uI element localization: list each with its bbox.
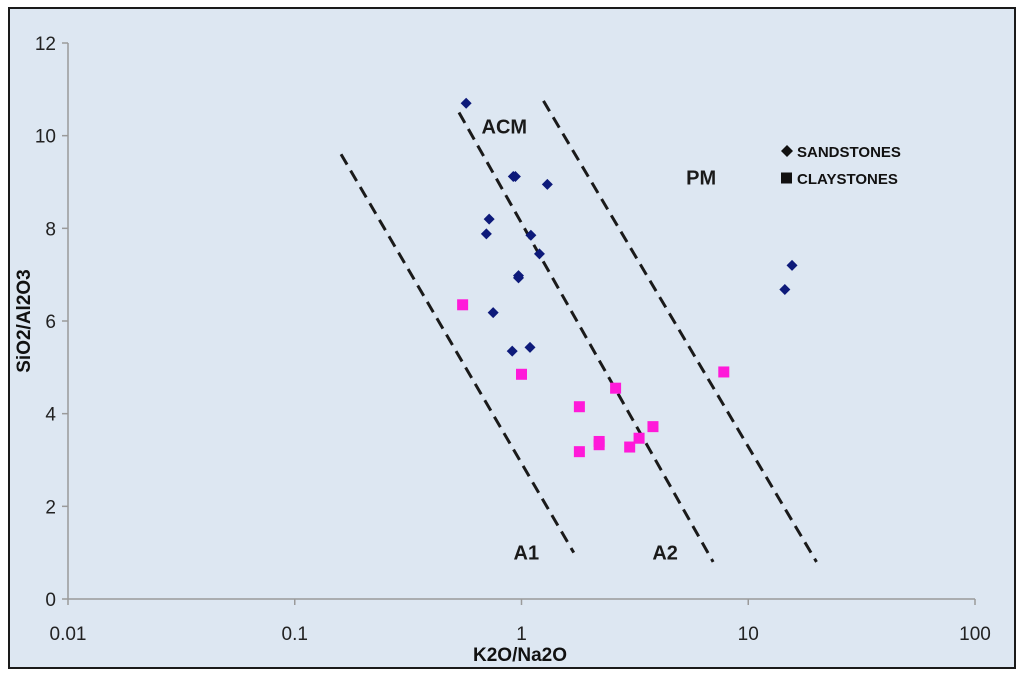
y-tick-label: 4: [45, 405, 56, 426]
sandstones-point: [513, 272, 525, 284]
series-sandstones: [460, 97, 798, 357]
sandstones-point: [533, 248, 545, 260]
sandstones-point: [779, 283, 791, 295]
x-tick-label: 0.1: [282, 624, 308, 645]
x-tick-label: 1: [516, 624, 527, 645]
chart-area-background: [8, 7, 1016, 669]
region-label-acm: ACM: [482, 116, 528, 138]
A2-boundary-line: [457, 111, 715, 563]
legend-label-sandstones: SANDSTONES: [797, 144, 901, 161]
sandstones-point: [483, 213, 495, 225]
x-tick-label: 100: [959, 624, 991, 645]
sandstones-point: [487, 307, 499, 319]
sandstones-point: [525, 229, 537, 241]
y-tick-label: 10: [35, 127, 56, 148]
claystones-point: [457, 299, 469, 311]
y-tick-label: 0: [45, 590, 56, 611]
region-label-pm: PM: [686, 167, 716, 189]
sandstones-point: [509, 170, 521, 182]
claystones-point: [647, 421, 659, 433]
y-tick-label: 2: [45, 497, 56, 518]
claystones-point: [573, 401, 585, 413]
y-tick-label: 8: [45, 219, 56, 240]
region-label-a2: A2: [652, 543, 678, 565]
claystones-point: [624, 441, 636, 453]
y-axis-title: SiO2/Al2O3: [14, 269, 35, 373]
x-tick-label: 10: [738, 624, 759, 645]
boundary-lines: [339, 100, 818, 563]
legend-label-claystones: CLAYSTONES: [797, 171, 898, 188]
PM-boundary-line: [542, 100, 818, 563]
series-claystones: [457, 299, 730, 458]
claystones-point: [718, 366, 730, 378]
sandstones-point: [506, 345, 518, 357]
region-label-a1: A1: [514, 543, 540, 565]
x-axis-title: K2O/Na2O: [473, 645, 567, 666]
sandstones-point: [480, 228, 492, 240]
y-tick-label: 12: [35, 34, 56, 55]
claystones-point: [573, 446, 585, 458]
sandstones-point: [786, 259, 798, 271]
sandstones-point: [541, 178, 553, 190]
legend: SANDSTONES CLAYSTONES: [781, 144, 901, 188]
claystones-point: [633, 432, 645, 444]
region-labels: ACM PM A1 A2: [482, 116, 717, 564]
y-tick-label: 6: [45, 312, 56, 333]
data-points: [457, 97, 798, 458]
legend-square-icon: [781, 172, 792, 184]
legend-diamond-icon: [781, 145, 793, 157]
sandstones-point: [524, 341, 536, 353]
claystones-point: [516, 368, 527, 380]
claystones-point: [610, 382, 622, 394]
sandstones-point: [460, 97, 472, 109]
claystones-point: [593, 435, 605, 447]
x-tick-label: 0.01: [50, 624, 87, 645]
A1-boundary-line: [339, 153, 576, 554]
axes: 0 2 4 6 8 10 12 0.01 0.1 1 10 100: [35, 34, 991, 645]
